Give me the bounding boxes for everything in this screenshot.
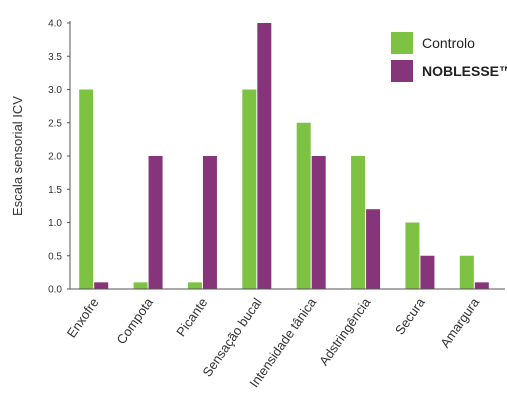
x-tick-label: Picante [173, 295, 210, 339]
y-tick-label: 0.5 [48, 251, 62, 262]
legend-swatch-noblesse [391, 60, 413, 82]
x-tick-label: Enxofre [64, 295, 102, 340]
x-tick-label: Secura [392, 294, 428, 337]
bar-noblesse [311, 156, 326, 289]
bar-controlo [79, 89, 94, 289]
bar-noblesse [257, 23, 272, 289]
bar-controlo [296, 122, 311, 289]
y-tick-label: 1.5 [48, 185, 62, 196]
y-axis: 0.0 0.5 1.0 1.5 2.0 2.5 3.0 3.5 4.0 [48, 19, 71, 296]
legend: Controlo NOBLESSE™ [391, 32, 507, 82]
bar-noblesse [474, 282, 489, 289]
x-tick-label: Amargura [437, 294, 482, 350]
y-tick-label: 3.5 [48, 52, 62, 63]
y-tick-label: 3.0 [48, 85, 62, 96]
bar-noblesse [202, 156, 217, 289]
bar-noblesse [366, 209, 381, 289]
y-tick-label: 4.0 [48, 19, 62, 30]
legend-swatch-controlo [391, 32, 413, 54]
bar-controlo [187, 282, 202, 289]
legend-label-noblesse: NOBLESSE™ [422, 63, 507, 79]
y-tick-label: 2.5 [48, 118, 62, 129]
y-tick-label: 1.0 [48, 218, 62, 229]
bars [79, 23, 489, 289]
legend-label-controlo: Controlo [422, 35, 475, 51]
y-tick-label: 0.0 [48, 285, 62, 296]
bar-controlo [133, 282, 148, 289]
bar-noblesse [420, 255, 435, 289]
bar-controlo [351, 156, 366, 289]
bar-noblesse [148, 156, 163, 289]
x-tick-label: Compota [113, 294, 156, 346]
bar-controlo [242, 89, 257, 289]
bar-controlo [405, 222, 420, 289]
x-tick-label: Adstringência [316, 294, 374, 368]
y-axis-label: Escala sensorial ICV [10, 96, 25, 216]
y-tick-label: 2.0 [48, 152, 62, 163]
bar-noblesse [94, 282, 109, 289]
x-tick-label: Sensação bucal [199, 295, 264, 379]
bar-controlo [459, 255, 474, 289]
